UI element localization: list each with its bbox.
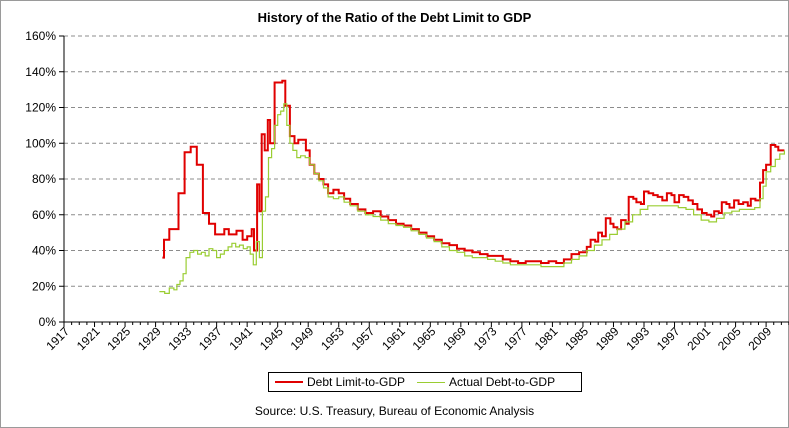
x-tick-label: 1973 bbox=[471, 324, 500, 353]
series-line-actual-debt bbox=[159, 103, 785, 294]
chart-source-note: Source: U.S. Treasury, Bureau of Economi… bbox=[254, 404, 535, 418]
legend-swatch-debt-limit bbox=[275, 381, 303, 383]
y-tick-label: 40% bbox=[32, 244, 56, 258]
y-tick-label: 160% bbox=[25, 29, 56, 43]
x-tick-label: 2009 bbox=[745, 324, 774, 353]
x-tick-label: 1961 bbox=[379, 324, 408, 353]
x-tick-label: 1957 bbox=[349, 324, 378, 353]
x-tick-label: 2005 bbox=[715, 324, 744, 353]
x-tick-label: 1925 bbox=[104, 324, 133, 353]
x-tick-label: 1981 bbox=[532, 324, 561, 353]
x-tick-label: 1937 bbox=[196, 324, 225, 353]
x-tick-label: 1989 bbox=[593, 324, 622, 353]
x-tick-label: 1985 bbox=[562, 324, 591, 353]
y-tick-label: 60% bbox=[32, 208, 56, 222]
series-line-debt-limit bbox=[162, 79, 785, 264]
y-tick-label: 100% bbox=[25, 136, 56, 150]
x-tick-label: 1965 bbox=[410, 324, 439, 353]
x-tick-label: 1933 bbox=[165, 324, 194, 353]
x-tick-label: 1929 bbox=[135, 324, 164, 353]
y-tick-label: 80% bbox=[32, 172, 56, 186]
x-tick-label: 1949 bbox=[288, 324, 317, 353]
x-tick-label: 1969 bbox=[440, 324, 469, 353]
legend-label-actual-debt: Actual Debt-to-GDP bbox=[449, 375, 556, 389]
x-tick-label: 1921 bbox=[74, 324, 103, 353]
legend-entry-actual-debt: Actual Debt-to-GDP bbox=[417, 375, 555, 389]
y-tick-label: 0% bbox=[39, 315, 57, 329]
x-tick-label: 1993 bbox=[623, 324, 652, 353]
x-tick-label: 1945 bbox=[257, 324, 286, 353]
y-tick-label: 120% bbox=[25, 101, 56, 115]
x-tick-label: 1977 bbox=[501, 324, 530, 353]
x-tick-label: 1941 bbox=[226, 324, 255, 353]
legend-entry-debt-limit: Debt Limit-to-GDP bbox=[275, 375, 405, 389]
chart-legend: Debt Limit-to-GDP Actual Debt-to-GDP bbox=[268, 372, 582, 392]
x-tick-label: 2001 bbox=[684, 324, 713, 353]
x-tick-label: 1953 bbox=[318, 324, 347, 353]
chart-title: History of the Ratio of the Debt Limit t… bbox=[257, 10, 532, 25]
x-tick-label: 1997 bbox=[654, 324, 683, 353]
legend-swatch-actual-debt bbox=[417, 381, 446, 383]
y-tick-label: 20% bbox=[32, 279, 56, 293]
y-tick-label: 140% bbox=[25, 65, 56, 79]
legend-label-debt-limit: Debt Limit-to-GDP bbox=[307, 375, 406, 389]
